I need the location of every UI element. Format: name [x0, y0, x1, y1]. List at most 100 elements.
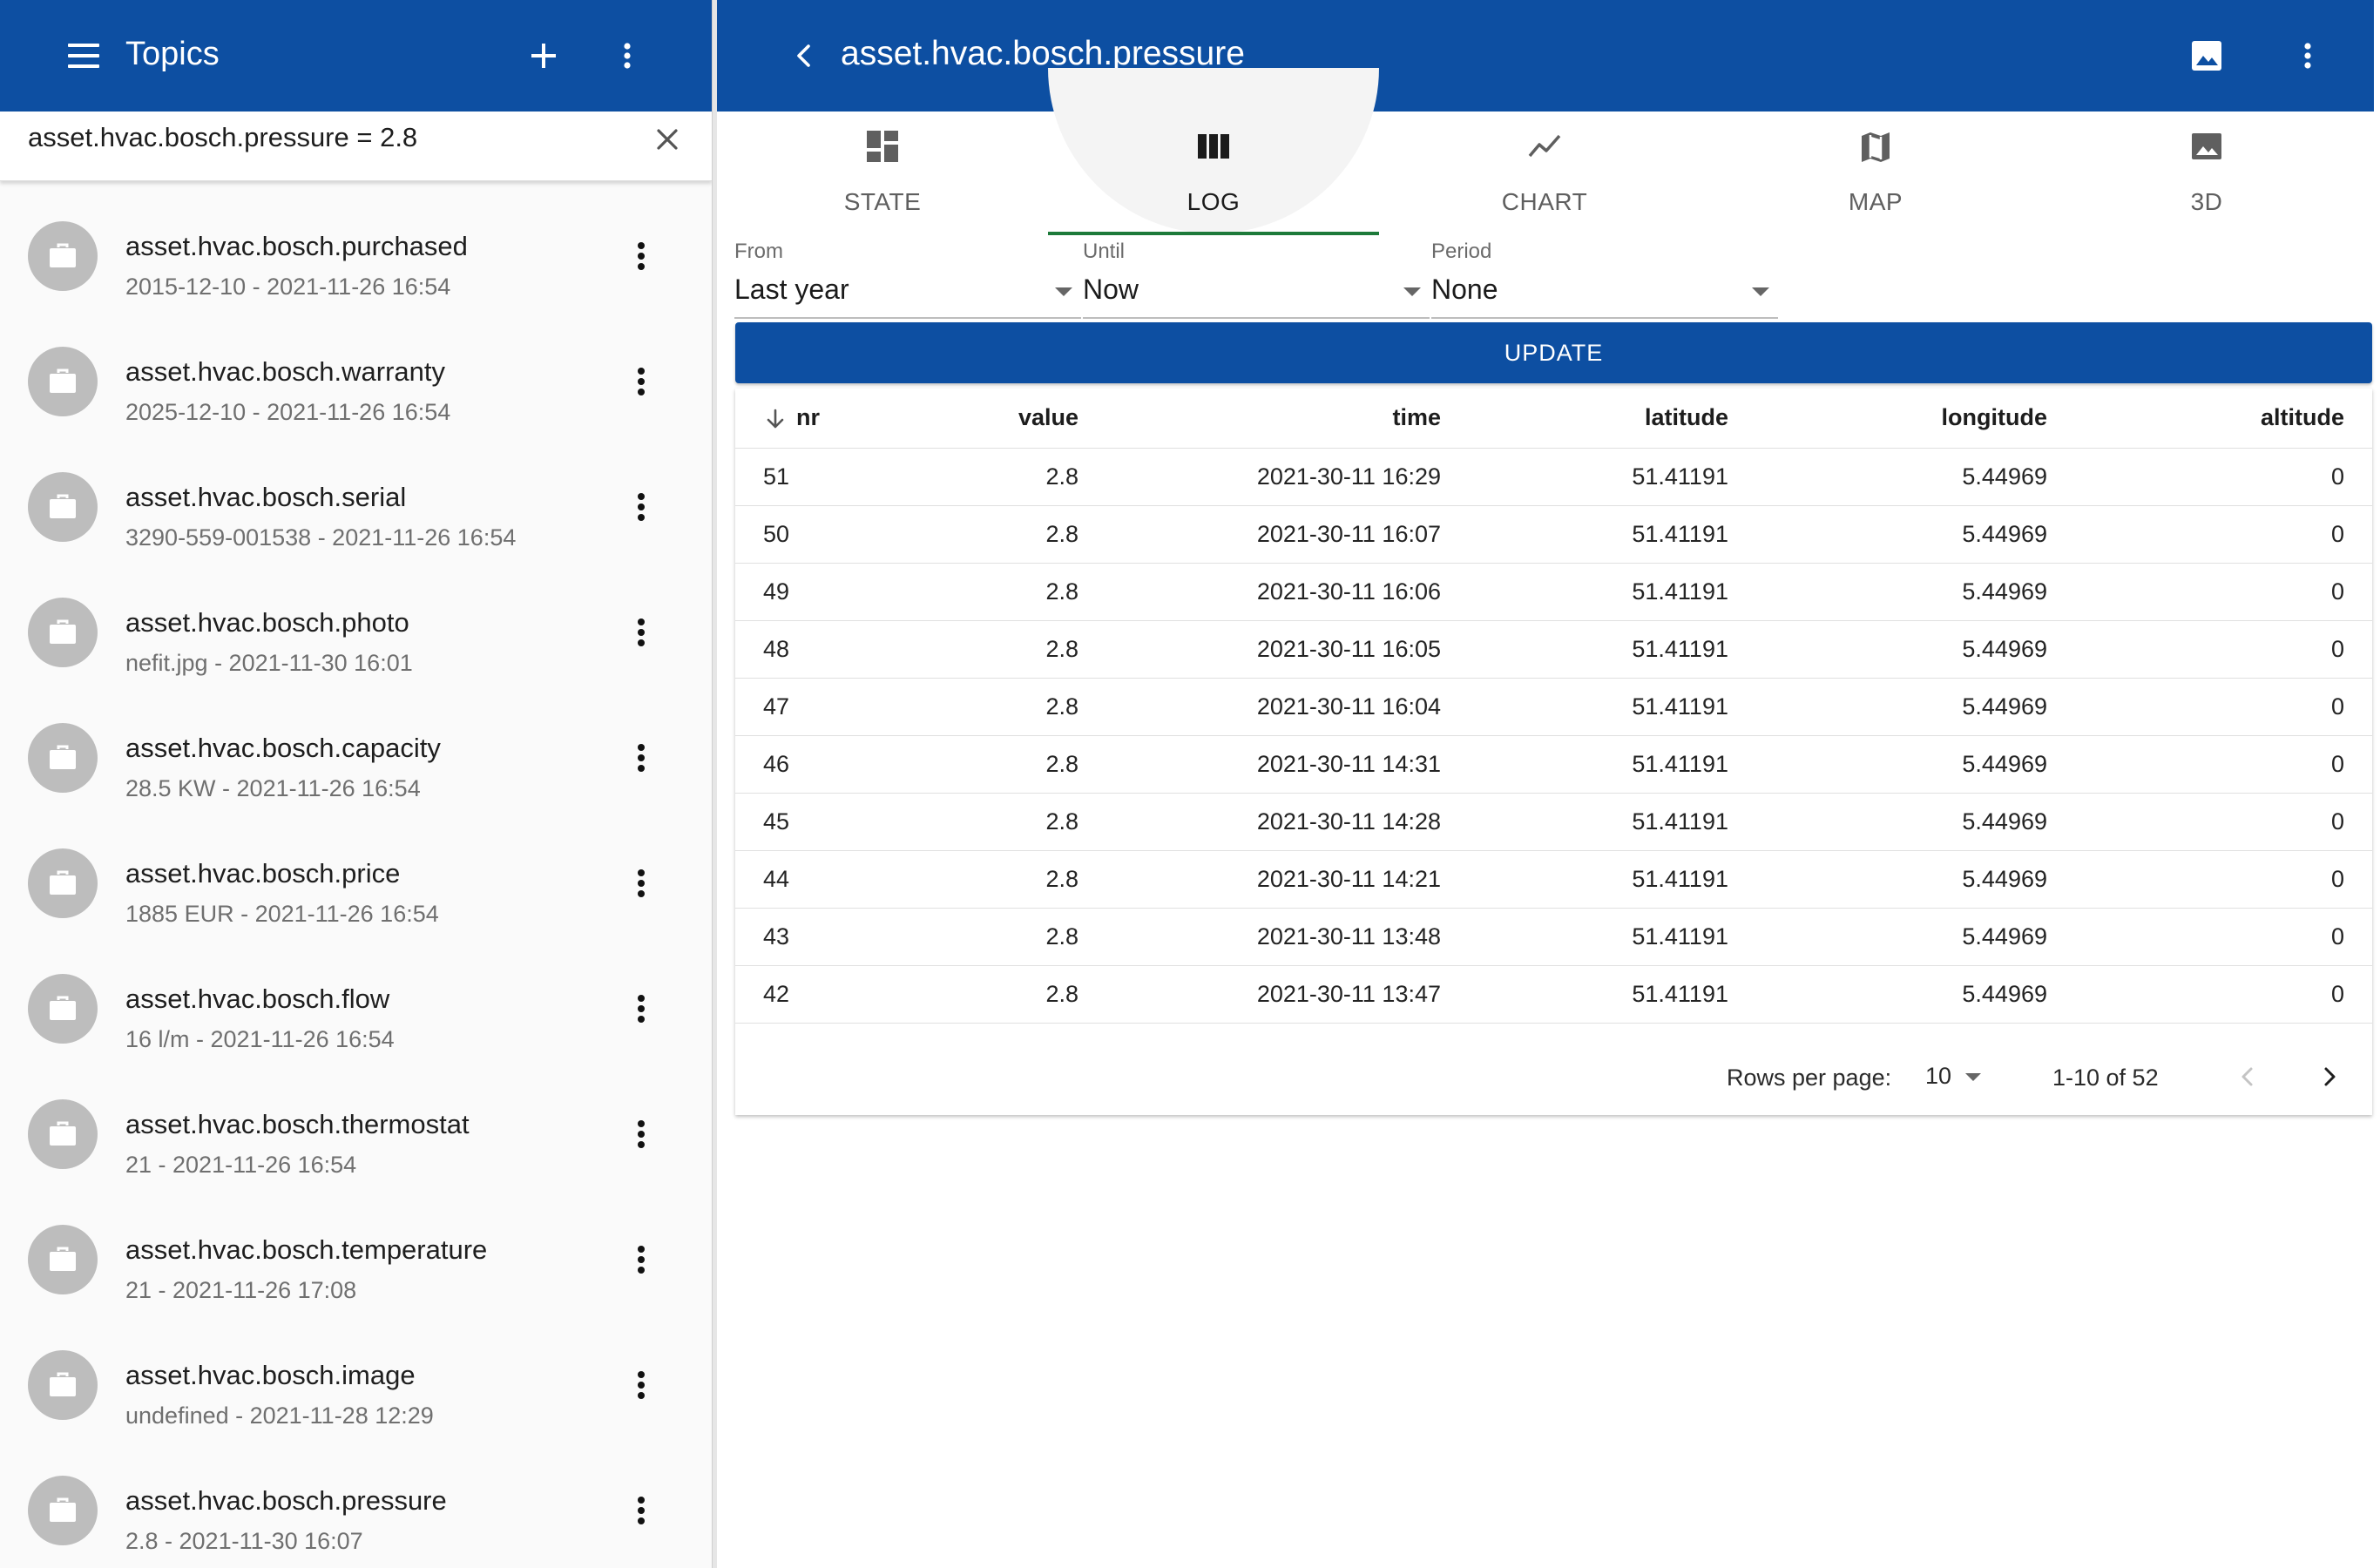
- topic-list-item[interactable]: asset.hvac.bosch.flow 16 l/m - 2021-11-26…: [0, 944, 712, 1070]
- topic-list-item[interactable]: asset.hvac.bosch.photo nefit.jpg - 2021-1…: [0, 568, 712, 693]
- more-vert-icon[interactable]: [624, 1361, 659, 1409]
- cell-latitude: 51.41191: [1469, 965, 1756, 1024]
- tab-map[interactable]: MAP: [1710, 112, 2041, 237]
- log-table: nr value time latitude longitude altitud…: [735, 389, 2372, 1024]
- topic-list-item[interactable]: asset.hvac.bosch.serial 3290-559-001538 -…: [0, 443, 712, 568]
- topic-list-item[interactable]: asset.hvac.bosch.thermostat 21 - 2021-11-…: [0, 1070, 712, 1195]
- cell-longitude: 5.44969: [1756, 965, 2075, 1024]
- topic-list-item[interactable]: asset.hvac.bosch.temperature 21 - 2021-11…: [0, 1195, 712, 1321]
- cell-latitude: 51.41191: [1469, 620, 1756, 679]
- topic-list-item[interactable]: asset.hvac.bosch.pressure 2.8 - 2021-11-3…: [0, 1446, 712, 1568]
- topic-list-item[interactable]: asset.hvac.bosch.image undefined - 2021-1…: [0, 1321, 712, 1446]
- topic-list-item[interactable]: asset.hvac.bosch.capacity 28.5 KW - 2021-…: [0, 693, 712, 819]
- table-row[interactable]: 42 2.8 2021-30-11 13:47 51.41191 5.44969 0: [735, 965, 2372, 1024]
- table-row[interactable]: 46 2.8 2021-30-11 14:31 51.41191 5.44969 0: [735, 735, 2372, 794]
- tab-3d[interactable]: 3D: [2041, 112, 2372, 237]
- more-vert-icon[interactable]: [624, 232, 659, 280]
- view-column-icon: [1198, 134, 1229, 159]
- more-vert-icon[interactable]: [610, 33, 645, 78]
- cell-value: 2.8: [875, 563, 1106, 621]
- panel-divider[interactable]: [712, 0, 717, 1568]
- briefcase-icon: [50, 243, 76, 267]
- column-header-nr[interactable]: nr: [735, 389, 875, 449]
- table-row[interactable]: 44 2.8 2021-30-11 14:21 51.41191 5.44969 0: [735, 850, 2372, 909]
- topic-name: asset.hvac.bosch.warranty: [125, 356, 446, 387]
- table-row[interactable]: 45 2.8 2021-30-11 14:28 51.41191 5.44969 0: [735, 793, 2372, 851]
- topic-list-item[interactable]: asset.hvac.bosch.price 1885 EUR - 2021-11…: [0, 819, 712, 944]
- dropdown-arrow-icon[interactable]: [1965, 1073, 1981, 1081]
- from-label: From: [734, 240, 783, 263]
- log-table-body: 51 2.8 2021-30-11 16:29 51.41191 5.44969 0 50 2…: [735, 448, 2372, 1024]
- cell-value: 2.8: [875, 620, 1106, 679]
- page-range: 1-10 of 52: [2052, 1064, 2159, 1091]
- more-vert-icon[interactable]: [624, 1235, 659, 1284]
- column-header-value[interactable]: value: [875, 389, 1106, 449]
- close-icon[interactable]: [650, 122, 685, 157]
- from-select[interactable]: From Last year: [717, 237, 1081, 319]
- chevron-left-icon[interactable]: [783, 35, 825, 77]
- table-row[interactable]: 49 2.8 2021-30-11 16:06 51.41191 5.44969 0: [735, 563, 2372, 621]
- topic-value-timestamp: 21 - 2021-11-26 16:54: [125, 1152, 357, 1178]
- chevron-left-icon[interactable]: [2230, 1059, 2265, 1094]
- cell-latitude: 51.41191: [1469, 735, 1756, 794]
- update-button[interactable]: UPDATE: [735, 322, 2372, 383]
- column-header-latitude[interactable]: latitude: [1469, 389, 1756, 449]
- table-row[interactable]: 43 2.8 2021-30-11 13:48 51.41191 5.44969 0: [735, 908, 2372, 966]
- tab-log[interactable]: LOG: [1048, 68, 1379, 237]
- menu-icon[interactable]: [59, 35, 106, 77]
- cell-value: 2.8: [875, 678, 1106, 736]
- cell-value: 2.8: [875, 965, 1106, 1024]
- rows-per-page-select[interactable]: 10: [1925, 1063, 1952, 1089]
- table-row[interactable]: 47 2.8 2021-30-11 16:04 51.41191 5.44969 0: [735, 678, 2372, 736]
- arrow-down-icon[interactable]: [763, 407, 788, 431]
- more-vert-icon[interactable]: [624, 733, 659, 782]
- avatar: [28, 1225, 98, 1294]
- more-vert-icon[interactable]: [624, 1486, 659, 1535]
- cell-latitude: 51.41191: [1469, 563, 1756, 621]
- search-input[interactable]: asset.hvac.bosch.pressure = 2.8: [28, 122, 418, 152]
- more-vert-icon[interactable]: [624, 859, 659, 908]
- until-label: Until: [1083, 240, 1126, 263]
- table-row[interactable]: 51 2.8 2021-30-11 16:29 51.41191 5.44969 0: [735, 448, 2372, 506]
- cell-altitude: 0: [2075, 735, 2372, 794]
- cell-time: 2021-30-11 14:21: [1106, 850, 1469, 909]
- more-vert-icon[interactable]: [2290, 33, 2325, 78]
- cell-altitude: 0: [2075, 505, 2372, 564]
- avatar: [28, 723, 98, 793]
- more-vert-icon[interactable]: [624, 357, 659, 406]
- cell-value: 2.8: [875, 793, 1106, 851]
- column-header-altitude[interactable]: altitude: [2075, 389, 2372, 449]
- cell-nr: 45: [735, 793, 875, 851]
- image-icon[interactable]: [2186, 35, 2228, 77]
- briefcase-icon: [50, 368, 76, 393]
- detail-title: asset.hvac.bosch.pressure: [841, 35, 1245, 72]
- cell-longitude: 5.44969: [1756, 850, 2075, 909]
- topic-value-timestamp: 3290-559-001538 - 2021-11-26 16:54: [125, 524, 517, 551]
- briefcase-icon: [50, 494, 76, 518]
- avatar: [28, 848, 98, 918]
- period-select[interactable]: Period None: [1414, 237, 1778, 319]
- cell-time: 2021-30-11 13:48: [1106, 908, 1469, 966]
- more-vert-icon[interactable]: [624, 483, 659, 531]
- cell-nr: 44: [735, 850, 875, 909]
- more-vert-icon[interactable]: [624, 608, 659, 657]
- dropdown-arrow-icon: [1055, 287, 1072, 296]
- column-header-time[interactable]: time: [1106, 389, 1469, 449]
- more-vert-icon[interactable]: [624, 984, 659, 1033]
- until-select[interactable]: Until Now: [1065, 237, 1430, 319]
- table-row[interactable]: 48 2.8 2021-30-11 16:05 51.41191 5.44969 0: [735, 620, 2372, 679]
- topic-value-timestamp: 28.5 KW - 2021-11-26 16:54: [125, 775, 421, 801]
- add-icon[interactable]: [521, 33, 566, 78]
- topic-list-item[interactable]: asset.hvac.bosch.warranty 2025-12-10 - 20…: [0, 317, 712, 443]
- avatar: [28, 1476, 98, 1545]
- topic-value-timestamp: nefit.jpg - 2021-11-30 16:01: [125, 650, 413, 676]
- topic-list-item[interactable]: asset.hvac.bosch.purchased 2015-12-10 - 2…: [0, 192, 712, 317]
- more-vert-icon[interactable]: [624, 1110, 659, 1159]
- topic-value-timestamp: 1885 EUR - 2021-11-26 16:54: [125, 901, 439, 927]
- cell-latitude: 51.41191: [1469, 850, 1756, 909]
- tab-chart[interactable]: CHART: [1379, 112, 1710, 237]
- column-header-longitude[interactable]: longitude: [1756, 389, 2075, 449]
- tab-state[interactable]: STATE: [717, 112, 1048, 237]
- table-row[interactable]: 50 2.8 2021-30-11 16:07 51.41191 5.44969 0: [735, 505, 2372, 564]
- chevron-right-icon[interactable]: [2312, 1059, 2347, 1094]
